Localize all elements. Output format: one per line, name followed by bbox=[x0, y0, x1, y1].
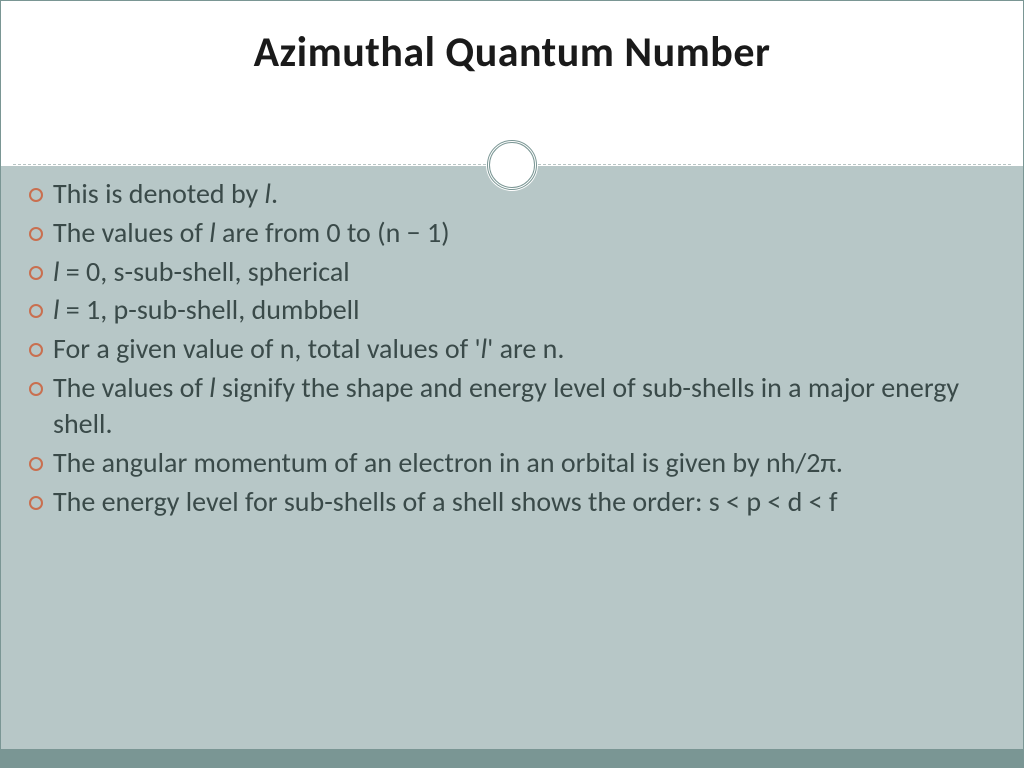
list-item: l = 1, p-sub-shell, dumbbell bbox=[23, 292, 1001, 328]
bullet-text-pre: The values of bbox=[53, 370, 209, 405]
footer-bar bbox=[1, 749, 1023, 767]
list-item: The values of l signify the shape and en… bbox=[23, 370, 1001, 442]
list-item: The angular momentum of an electron in a… bbox=[23, 445, 1001, 481]
bullet-text-post: . bbox=[271, 176, 278, 211]
bullet-text-pre: For a given value of n, total values of … bbox=[53, 331, 481, 366]
bullet-text-pre: The values of bbox=[53, 215, 209, 250]
bullet-text-post: are from 0 to (n − 1) bbox=[216, 215, 450, 250]
bullet-list: This is denoted by l. The values of l ar… bbox=[23, 176, 1001, 519]
bullet-text-pre: This is denoted by bbox=[53, 176, 265, 211]
body-area: This is denoted by l. The values of l ar… bbox=[1, 166, 1023, 749]
bullet-text-pre: The angular momentum of an electron in a… bbox=[53, 445, 843, 480]
bullet-text-pre: The energy level for sub-shells of a she… bbox=[53, 484, 838, 519]
bullet-text-post: = 1, p-sub-shell, dumbbell bbox=[59, 292, 359, 327]
slide: Azimuthal Quantum Number This is denoted… bbox=[0, 0, 1024, 768]
list-item: The values of l are from 0 to (n − 1) bbox=[23, 215, 1001, 251]
slide-title: Azimuthal Quantum Number bbox=[1, 27, 1023, 78]
circle-ornament-icon bbox=[486, 139, 538, 191]
list-item: l = 0, s-sub-shell, spherical bbox=[23, 254, 1001, 290]
list-item: The energy level for sub-shells of a she… bbox=[23, 484, 1001, 520]
bullet-text-post: = 0, s-sub-shell, spherical bbox=[59, 254, 349, 289]
bullet-text-post: ' are n. bbox=[487, 331, 564, 366]
list-item: For a given value of n, total values of … bbox=[23, 331, 1001, 367]
